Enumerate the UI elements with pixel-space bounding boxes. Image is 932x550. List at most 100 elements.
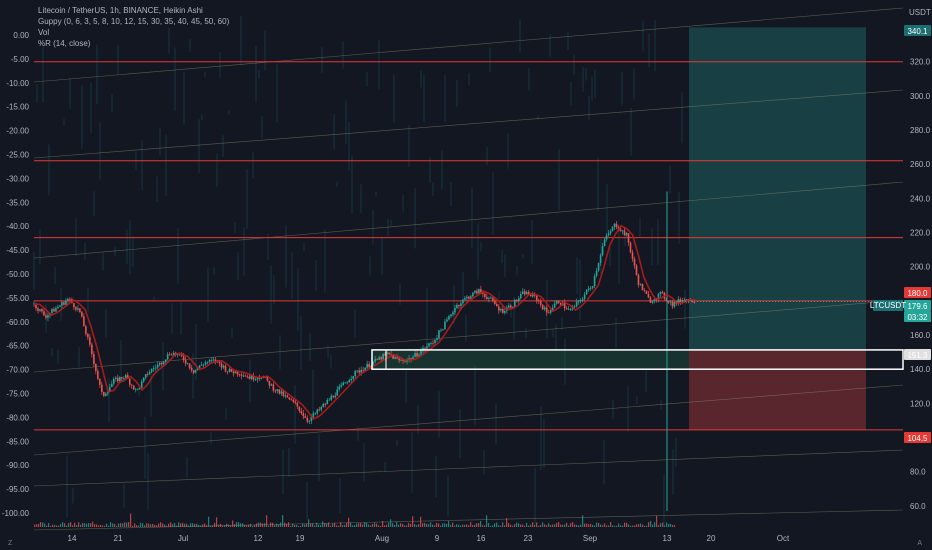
candle[interactable] xyxy=(144,374,147,378)
candle[interactable] xyxy=(597,262,600,271)
candle[interactable] xyxy=(573,306,576,308)
candle[interactable] xyxy=(629,242,632,253)
candle[interactable] xyxy=(432,342,434,344)
candle[interactable] xyxy=(136,388,139,390)
candle[interactable] xyxy=(527,291,530,295)
candle[interactable] xyxy=(605,235,608,240)
candle[interactable] xyxy=(456,304,458,308)
candle[interactable] xyxy=(535,295,538,301)
candle[interactable] xyxy=(111,383,113,388)
candle[interactable] xyxy=(278,389,281,394)
candle[interactable] xyxy=(412,356,414,360)
candle[interactable] xyxy=(551,307,554,311)
candle[interactable] xyxy=(442,329,444,331)
candle[interactable] xyxy=(450,314,452,317)
candle[interactable] xyxy=(294,401,297,403)
candle[interactable] xyxy=(120,377,123,379)
candle[interactable] xyxy=(667,300,670,303)
candle[interactable] xyxy=(494,300,496,305)
stop-price-tag[interactable]: 104.5 xyxy=(907,434,928,443)
candle[interactable] xyxy=(51,309,53,313)
candle[interactable] xyxy=(276,389,279,391)
candle[interactable] xyxy=(480,288,482,293)
candle[interactable] xyxy=(73,303,75,308)
candle[interactable] xyxy=(310,416,313,421)
candle[interactable] xyxy=(55,308,57,312)
candle[interactable] xyxy=(204,362,207,365)
candle[interactable] xyxy=(81,311,83,317)
candle[interactable] xyxy=(312,413,315,417)
candle[interactable] xyxy=(156,364,159,368)
candle[interactable] xyxy=(65,300,67,305)
candle[interactable] xyxy=(268,380,271,386)
candle[interactable] xyxy=(292,399,295,402)
candle[interactable] xyxy=(45,315,47,318)
candle[interactable] xyxy=(134,388,137,390)
candle[interactable] xyxy=(290,399,293,401)
candle[interactable] xyxy=(633,258,636,266)
candle[interactable] xyxy=(326,400,329,405)
candle[interactable] xyxy=(210,360,213,361)
candle[interactable] xyxy=(304,416,307,419)
candle[interactable] xyxy=(224,365,227,372)
candle[interactable] xyxy=(380,357,382,360)
trend-line[interactable] xyxy=(33,89,904,159)
candle[interactable] xyxy=(414,352,416,357)
candle[interactable] xyxy=(168,354,171,356)
candle[interactable] xyxy=(95,363,97,372)
candle[interactable] xyxy=(693,302,696,304)
candle[interactable] xyxy=(77,308,79,310)
candle[interactable] xyxy=(673,301,676,307)
candle[interactable] xyxy=(352,376,354,379)
candle[interactable] xyxy=(545,307,548,313)
candle[interactable] xyxy=(346,382,349,384)
candle[interactable] xyxy=(142,377,145,382)
candle[interactable] xyxy=(79,308,81,312)
candle[interactable] xyxy=(244,375,247,377)
candle[interactable] xyxy=(426,346,428,349)
candle[interactable] xyxy=(418,354,420,357)
candle[interactable] xyxy=(67,298,69,301)
candle[interactable] xyxy=(492,297,494,301)
candle[interactable] xyxy=(338,386,341,390)
symbol-tag[interactable]: LTCUSDT xyxy=(870,301,906,310)
last-price-tag[interactable]: 179.6 xyxy=(907,302,928,311)
candle[interactable] xyxy=(374,358,376,362)
candle[interactable] xyxy=(615,223,618,228)
candle[interactable] xyxy=(659,292,662,295)
candle[interactable] xyxy=(109,387,111,392)
candle[interactable] xyxy=(302,413,305,417)
candle[interactable] xyxy=(264,377,267,378)
candle[interactable] xyxy=(444,321,446,330)
candle[interactable] xyxy=(272,384,275,391)
candle[interactable] xyxy=(360,369,362,373)
candle[interactable] xyxy=(196,367,199,370)
candle[interactable] xyxy=(246,376,249,378)
candle[interactable] xyxy=(146,374,149,375)
candle[interactable] xyxy=(424,347,426,349)
candle[interactable] xyxy=(436,338,438,340)
candle[interactable] xyxy=(356,370,358,372)
candle[interactable] xyxy=(541,304,544,310)
candle[interactable] xyxy=(488,298,490,300)
candle[interactable] xyxy=(603,239,606,247)
candle[interactable] xyxy=(170,354,173,356)
candle[interactable] xyxy=(61,302,63,306)
candle[interactable] xyxy=(525,291,528,295)
candle[interactable] xyxy=(609,231,612,234)
candle[interactable] xyxy=(198,365,201,368)
candle[interactable] xyxy=(627,233,630,243)
candle[interactable] xyxy=(470,296,472,299)
candle[interactable] xyxy=(577,300,580,302)
candle[interactable] xyxy=(547,312,550,314)
candle[interactable] xyxy=(496,304,498,307)
candle[interactable] xyxy=(521,291,524,294)
candle[interactable] xyxy=(647,293,650,298)
candle[interactable] xyxy=(410,358,412,360)
candle[interactable] xyxy=(619,229,622,232)
candle[interactable] xyxy=(230,368,233,372)
candle[interactable] xyxy=(388,352,390,355)
candle[interactable] xyxy=(364,367,366,371)
candle[interactable] xyxy=(382,353,384,360)
candle[interactable] xyxy=(559,302,562,306)
